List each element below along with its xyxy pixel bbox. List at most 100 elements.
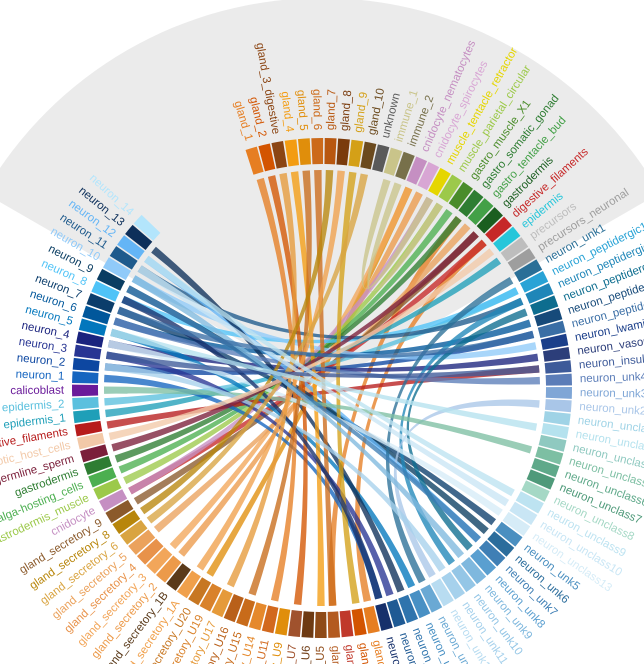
group-label-33: neuron_insulin	[578, 353, 644, 371]
group-arc-104	[109, 246, 138, 270]
group-arc-11	[383, 147, 403, 176]
group-label-4: gland_5	[294, 89, 309, 131]
group-arc-37	[543, 411, 571, 426]
group-arc-21	[485, 216, 512, 243]
group-arc-51	[460, 556, 487, 585]
group-arc-76	[166, 563, 191, 591]
group-arc-98	[78, 318, 107, 336]
group-arc-77	[156, 555, 182, 583]
group-arc-86	[88, 467, 117, 488]
group-arc-45	[509, 501, 538, 525]
group-arc-60	[363, 605, 380, 634]
ribbon-32	[336, 171, 360, 604]
group-arc-3	[284, 139, 300, 167]
group-arc-28	[530, 295, 559, 315]
group-arc-50	[470, 548, 497, 576]
group-label-95: neuron_2	[16, 352, 66, 369]
group-arc-16	[438, 174, 463, 203]
group-arc-25	[514, 259, 543, 282]
group-arc-94	[72, 371, 99, 384]
group-arc-73	[199, 583, 222, 612]
group-arc-47	[495, 521, 523, 547]
group-arc-9	[360, 141, 377, 170]
group-arc-43	[521, 480, 550, 502]
group-label-64: gland_secretory_U5	[314, 646, 326, 664]
ribbon-38	[113, 317, 540, 385]
group-arc-71	[223, 593, 244, 623]
group-arc-29	[534, 307, 563, 327]
group-label-35: neuron_unk3	[580, 387, 644, 400]
ribbon-5	[153, 223, 471, 533]
ribbon-33	[361, 178, 434, 290]
group-arc-2	[271, 141, 288, 169]
group-arc-72	[211, 588, 233, 618]
group-arc-23	[500, 237, 529, 262]
group-arc-52	[451, 564, 476, 593]
group-label-7: gland_8	[339, 90, 355, 132]
ribbon-30	[290, 171, 325, 606]
group-arc-79	[136, 538, 164, 565]
ribbon-54	[105, 351, 540, 378]
group-arc-33	[544, 360, 572, 374]
group-arc-0	[245, 146, 264, 175]
group-arc-80	[128, 529, 156, 555]
group-label-63: gland_secretory_U4	[329, 645, 346, 664]
group-arc-84	[99, 489, 128, 512]
group-arc-4	[297, 138, 312, 166]
group-arc-57	[398, 594, 419, 624]
ribbon-3	[178, 191, 423, 557]
group-arc-27	[525, 283, 554, 304]
group-arc-106	[125, 224, 153, 250]
group-arc-56	[409, 589, 431, 619]
group-arc-53	[441, 571, 465, 600]
group-arc-101	[91, 280, 120, 302]
group-arc-88	[80, 444, 109, 463]
group-arcs-layer	[72, 138, 572, 638]
group-arc-1	[258, 143, 276, 172]
group-arc-5	[311, 138, 324, 165]
group-arc-105	[117, 235, 145, 260]
group-arc-42	[526, 469, 555, 490]
group-arc-32	[542, 346, 571, 362]
ribbon-36	[399, 297, 524, 566]
group-arc-14	[417, 161, 440, 191]
group-arc-99	[82, 305, 111, 325]
ribbon-29	[267, 175, 308, 606]
group-arc-92	[72, 396, 99, 410]
group-arc-58	[386, 599, 406, 628]
group-arc-65	[301, 611, 315, 638]
group-arc-81	[120, 520, 148, 545]
group-arc-93	[72, 384, 99, 397]
group-arc-38	[541, 423, 569, 439]
group-arc-20	[476, 207, 503, 234]
group-arc-18	[458, 189, 484, 217]
group-label-36: neuron_unk2	[579, 401, 644, 418]
group-arc-41	[531, 458, 560, 478]
group-arc-40	[535, 446, 564, 465]
ribbons-layer	[104, 170, 540, 606]
group-arc-75	[177, 570, 201, 599]
group-arc-70	[236, 598, 256, 627]
group-label-92: epidermis_2	[2, 398, 65, 414]
group-arc-78	[146, 547, 173, 574]
group-arc-12	[395, 151, 415, 180]
group-arc-46	[502, 511, 531, 536]
group-arc-96	[74, 344, 102, 360]
group-arc-61	[351, 608, 367, 636]
group-arc-91	[73, 408, 101, 424]
group-arc-48	[487, 531, 515, 557]
group-arc-30	[537, 320, 566, 339]
group-arc-26	[519, 271, 549, 293]
group-arc-8	[348, 139, 364, 168]
ribbon-45	[226, 172, 297, 588]
group-arc-36	[544, 399, 572, 413]
group-label-8: gland_9	[353, 91, 371, 133]
group-arc-63	[327, 611, 341, 638]
group-arc-74	[188, 577, 212, 606]
ribbon-40	[104, 386, 533, 454]
group-label-6: gland_7	[325, 89, 338, 130]
group-arc-15	[428, 167, 451, 196]
group-arc-89	[77, 432, 105, 450]
group-arc-59	[375, 602, 393, 631]
group-arc-97	[76, 331, 104, 348]
